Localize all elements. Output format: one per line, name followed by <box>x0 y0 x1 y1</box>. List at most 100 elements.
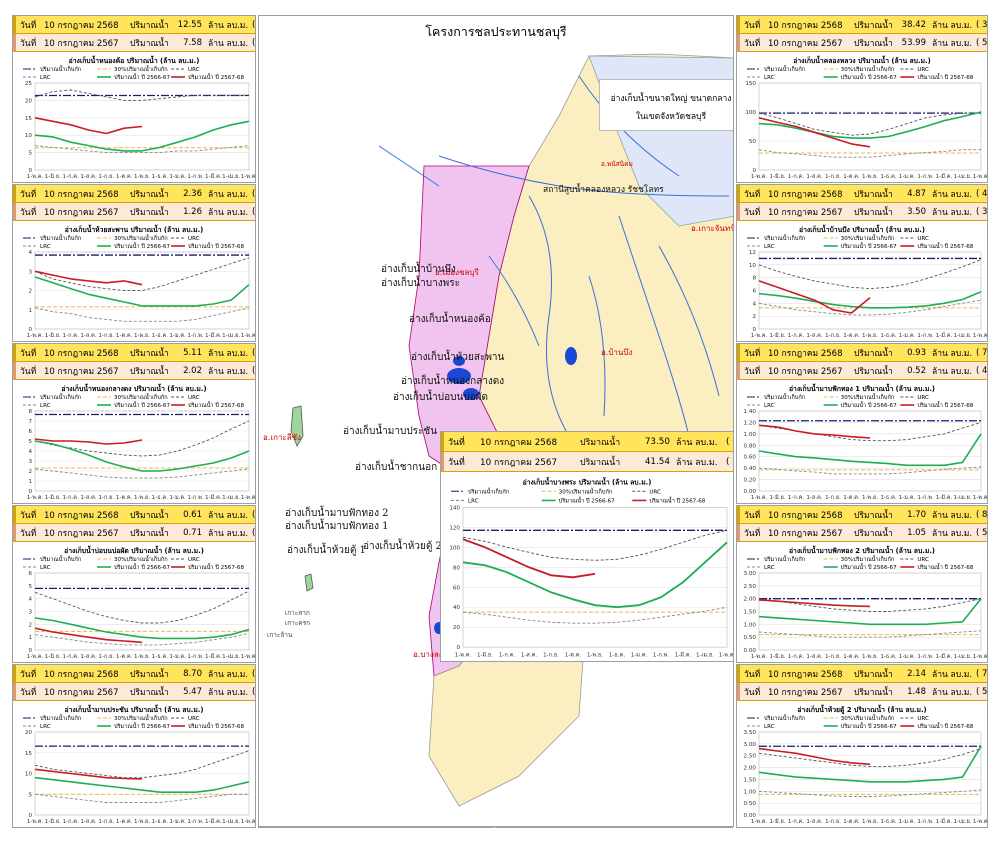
nong-kho-row-2567: วันที่ 10 กรกฎาคม 2567 ปริมาณน้ำ 7.58 ล้าน ล… <box>13 34 255 52</box>
legend-label-pct30: 30%ปริมาณน้ำเก็บกัก <box>841 234 895 242</box>
chart-svg: อ่างเก็บน้ำคลองหลวง ปริมาณน้ำ (ล้าน ลบ.ม… <box>745 55 987 180</box>
legend-label-capacity: ปริมาณน้ำเก็บกัก <box>764 555 805 563</box>
x-tick-label: 1-พ.ย. <box>862 495 878 501</box>
x-tick-label: 1-ต.ค. <box>116 174 133 180</box>
x-tick-label: 1-เม.ย. <box>222 333 240 339</box>
legend-label-y68: ปริมาณน้ำ ปี 2567-68 <box>188 242 244 250</box>
label-huai-tu-1: อ่างเก็บน้ำห้วยตู้ 1 <box>287 545 366 556</box>
x-tick-label: 1-มิ.ย. <box>769 818 785 825</box>
y-tick-label: 80 <box>453 565 461 571</box>
row-day: วันที่ <box>20 687 37 698</box>
x-tick-label: 1-ต.ค. <box>843 174 860 180</box>
x-tick-label: 1-ก.ย. <box>543 652 559 658</box>
series-lrc <box>758 149 981 158</box>
x-tick-label: 1-ส.ค. <box>806 494 823 501</box>
legend-label-capacity: ปริมาณน้ำเก็บกัก <box>40 714 81 722</box>
label-ko-si-chang: อ.เกาะสีชัง <box>263 433 301 442</box>
row-date: 10 กรกฎาคม 2568 <box>44 20 119 31</box>
legend-label-urc: URC <box>917 236 929 242</box>
row-value: 0.61 <box>183 509 202 520</box>
chart-area: อ่างเก็บน้ำมาบฟักทอง 1 ปริมาณน้ำ (ล้าน ล… <box>737 382 987 503</box>
x-tick-label: 1-ม.ค. <box>899 333 916 339</box>
row-date: 10 กรกฎาคม 2567 <box>44 207 119 218</box>
x-tick-label: 1-มี.ค. <box>936 332 953 339</box>
x-tick-label: 1-ต.ค. <box>843 654 860 660</box>
x-tick-label: 1-ธ.ค. <box>880 818 897 825</box>
map-prachan-row-2568: วันที่ 10 กรกฎาคม 2568 ปริมาณน้ำ 8.70 ล้าน ล… <box>13 665 255 683</box>
row-unit: ล้าน ลบ.ม. <box>932 366 973 377</box>
y-tick-label: 0 <box>28 648 32 654</box>
y-tick-label: 5 <box>28 439 32 445</box>
row-pct: ( 75.45% ) <box>976 347 987 358</box>
row-unit: ล้าน ลบ.ม. <box>932 207 973 218</box>
series-2567-68 <box>34 270 143 286</box>
legend-label-y68: ปริมาณน้ำ ปี 2567-68 <box>917 73 973 81</box>
label-phanat-nikhom: อ.พนัสนิคม <box>601 160 633 168</box>
huai-tu-2-row-2568: วันที่ 10 กรกฎาคม 2568 ปริมาณน้ำ 2.14 ล้าน ล… <box>737 665 987 683</box>
x-tick-label: 1-พ.ย. <box>134 174 150 180</box>
x-tick-label: 1-ก.พ. <box>917 654 933 660</box>
x-tick-label: 1-ส.ค. <box>806 653 823 660</box>
y-tick-label: 1.40 <box>744 409 757 415</box>
row-date: 10 กรกฎาคม 2568 <box>44 669 119 680</box>
chart-svg: อ่างเก็บน้ำห้วยสะพาน ปริมาณน้ำ (ล้าน ลบ.… <box>23 224 255 339</box>
nong-kho-row-2568: วันที่ 10 กรกฎาคม 2568 ปริมาณน้ำ 12.55 ล้าน … <box>13 16 255 34</box>
row-pct: ( 50.90% ) <box>976 686 987 697</box>
x-tick-label: 1-ต.ค. <box>843 333 860 339</box>
legend-label-urc: URC <box>917 67 929 73</box>
legend-label-y67: ปริมาณน้ำ ปี 2566-67 <box>114 242 170 250</box>
row-label: ปริมาณน้ำ <box>130 348 169 359</box>
series-lrc <box>34 793 249 803</box>
row-day: วันที่ <box>744 20 761 31</box>
legend-label-capacity: ปริมาณน้ำเก็บกัก <box>468 487 509 495</box>
row-pct: ( 12.63% ) <box>252 509 255 520</box>
legend-label-pct30: 30%ปริมาณน้ำเก็บกัก <box>841 65 895 73</box>
legend-label-urc: URC <box>188 236 200 242</box>
x-tick-label: 1-ต.ค. <box>116 654 133 660</box>
y-tick-label: 8 <box>752 276 756 282</box>
chart-title: อ่างเก็บน้ำมาบฟักทอง 1 ปริมาณน้ำ (ล้าน ล… <box>789 383 935 393</box>
row-unit: ล้าน ลบ.ม. <box>208 528 249 539</box>
series-lrc <box>758 789 982 797</box>
row-unit: ล้าน ลบ.ม. <box>208 366 249 377</box>
chart-area: อ่างเก็บน้ำบ้านบึง ปริมาณน้ำ (ล้าน ลบ.ม.… <box>737 223 987 341</box>
y-tick-label: 4 <box>752 301 756 307</box>
series-lrc <box>758 299 982 316</box>
y-tick-label: 1.50 <box>744 777 757 783</box>
y-tick-label: 20 <box>25 730 33 736</box>
row-value: 38.42 <box>901 19 926 30</box>
chart-title: อ่างเก็บน้ำห้วยตู้ 2 ปริมาณน้ำ (ล้าน ลบ.… <box>797 704 926 715</box>
x-tick-label: 1-ก.ย. <box>98 174 114 180</box>
x-tick-label: 1-ม.ค. <box>899 495 916 501</box>
y-tick-label: 1.00 <box>744 789 757 795</box>
y-tick-label: 0 <box>752 327 756 333</box>
huai-saphan-row-2568: วันที่ 10 กรกฎาคม 2568 ปริมาณน้ำ 2.36 ล้าน ล… <box>13 185 255 203</box>
x-tick-label: 1-ม.ค. <box>169 819 186 825</box>
row-day: วันที่ <box>20 207 37 218</box>
series-2567-68 <box>34 627 143 644</box>
legend-label-lrc: LRC <box>40 724 51 730</box>
x-tick-label: 1-ก.ย. <box>98 819 114 825</box>
legend-label-lrc: LRC <box>764 724 775 730</box>
row-pct: ( 52.35% ) <box>976 527 987 538</box>
x-tick-label: 1-มี.ค. <box>205 332 222 339</box>
x-tick-label: 1-มี.ค. <box>205 494 222 501</box>
y-tick-label: 10 <box>749 263 757 269</box>
series-urc <box>758 112 981 136</box>
x-tick-label: 1-ต.ค. <box>843 819 860 825</box>
y-tick-label: 3.50 <box>744 730 757 736</box>
legend-label-pct30: 30%ปริมาณน้ำเก็บกัก <box>114 555 168 563</box>
series-2566-67 <box>34 276 250 307</box>
row-value: 53.99 <box>901 37 926 48</box>
x-tick-label: 1-ธ.ค. <box>880 494 897 501</box>
y-tick-label: 0.20 <box>744 478 757 484</box>
y-tick-label: 60 <box>453 585 461 591</box>
plot-frame <box>34 251 250 330</box>
legend-label-pct30: 30%ปริมาณน้ำเก็บกัก <box>114 65 168 73</box>
x-tick-label: 1-พ.ค. <box>241 819 255 825</box>
y-tick-label: 15 <box>25 116 33 122</box>
series-lrc <box>34 145 250 154</box>
island-ko-si-chang <box>290 405 304 447</box>
row-date: 10 กรกฎาคม 2567 <box>768 38 843 49</box>
row-value: 1.70 <box>907 509 926 520</box>
